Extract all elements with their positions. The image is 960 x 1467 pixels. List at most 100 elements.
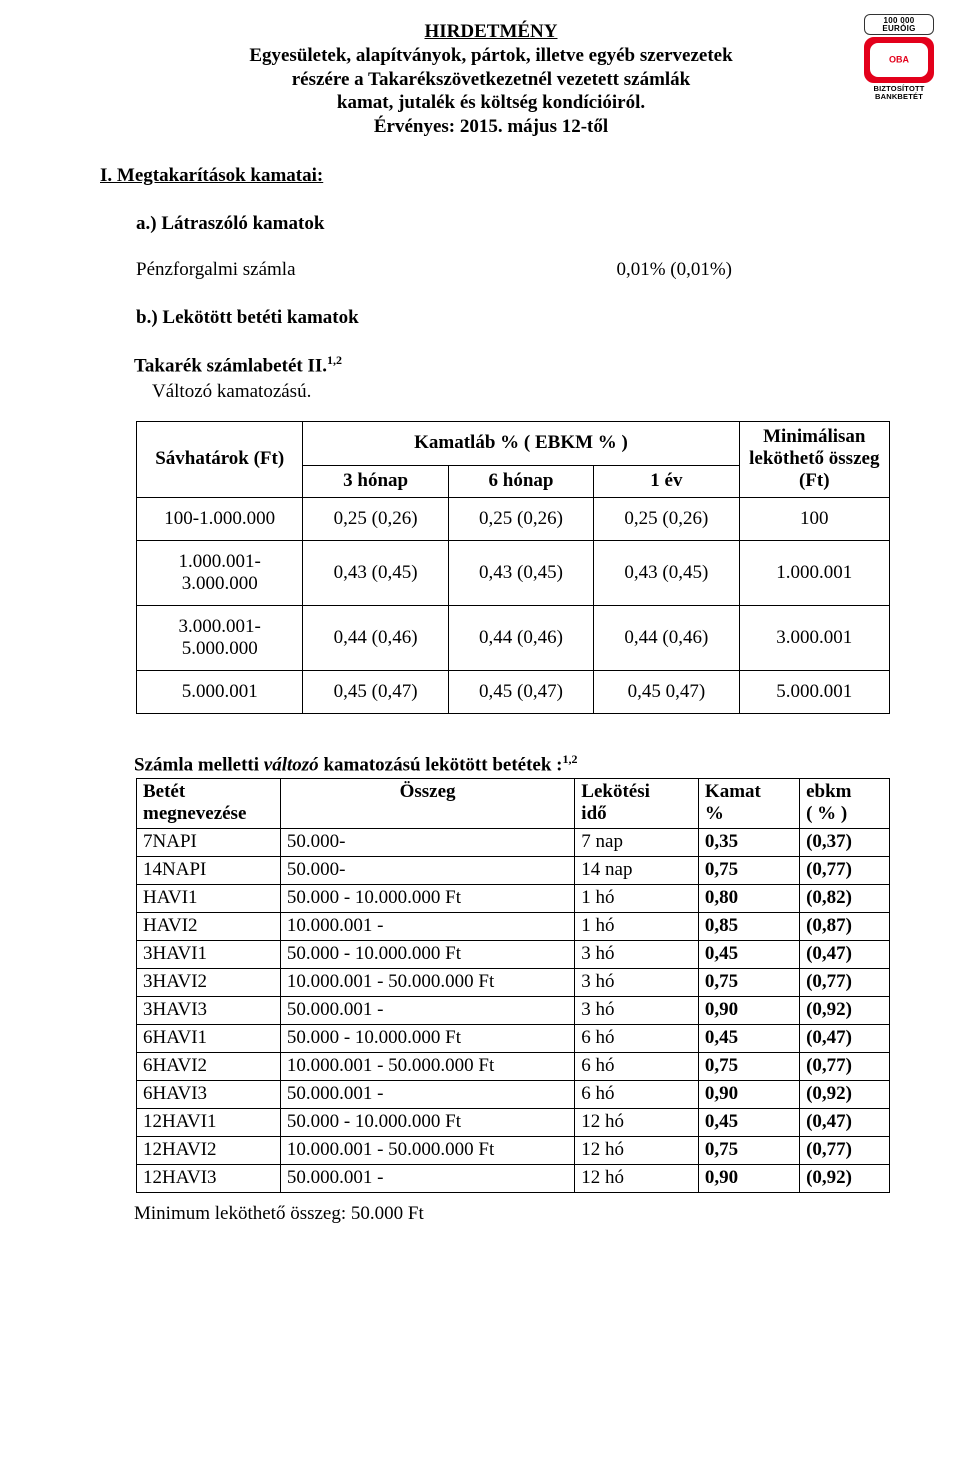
table-row: 100-1.000.0000,25 (0,26)0,25 (0,26)0,25 … bbox=[137, 498, 890, 541]
table-row: 12HAVI150.000 - 10.000.000 Ft12 hó0,45(0… bbox=[137, 1109, 890, 1137]
table-row: 3HAVI150.000 - 10.000.000 Ft3 hó0,45(0,4… bbox=[137, 941, 890, 969]
cell-kamat: 0,45 bbox=[698, 941, 799, 969]
table-row: 5.000.0010,45 (0,47)0,45 (0,47)0,45 0,47… bbox=[137, 671, 890, 714]
title-line2: Egyesületek, alapítványok, pártok, illet… bbox=[249, 45, 732, 66]
penzforgalmi-label: Pénzforgalmi számla bbox=[136, 259, 296, 281]
cell-ebkm: (0,92) bbox=[800, 997, 890, 1025]
table-row: 1.000.001-3.000.0000,43 (0,45)0,43 (0,45… bbox=[137, 541, 890, 606]
t2-head-name-l1: Betét bbox=[143, 781, 185, 802]
table-row: HAVI150.000 - 10.000.000 Ft1 hó0,80(0,82… bbox=[137, 885, 890, 913]
cell-kamat: 0,80 bbox=[698, 885, 799, 913]
logo-middle-text: OBA bbox=[866, 55, 932, 64]
takarek-sup: 1,2 bbox=[327, 353, 342, 367]
section-1b-heading: b.) Lekötött betéti kamatok bbox=[136, 307, 882, 329]
cell-range: 5.000.001 bbox=[137, 671, 303, 714]
cell-betet-name: 7NAPI bbox=[137, 829, 281, 857]
cell-lekotesi-ido: 6 hó bbox=[575, 1081, 699, 1109]
cell-3h: 0,25 (0,26) bbox=[303, 498, 448, 541]
th-3honap: 3 hónap bbox=[303, 465, 448, 497]
cell-6h: 0,25 (0,26) bbox=[448, 498, 593, 541]
table-row: 14NAPI50.000-14 nap0,75(0,77) bbox=[137, 857, 890, 885]
minimum-lekotheto: Minimum leköthető összeg: 50.000 Ft bbox=[134, 1203, 882, 1225]
cell-kamat: 0,45 bbox=[698, 1025, 799, 1053]
cell-kamat: 0,75 bbox=[698, 969, 799, 997]
cell-osszeg: 50.000.001 - bbox=[280, 1081, 574, 1109]
cell-betet-name: 6HAVI3 bbox=[137, 1081, 281, 1109]
cell-betet-name: 14NAPI bbox=[137, 857, 281, 885]
cell-betet-name: HAVI2 bbox=[137, 913, 281, 941]
cell-lekotesi-ido: 12 hó bbox=[575, 1137, 699, 1165]
t2-head-amount: Összeg bbox=[280, 779, 574, 829]
cell-lekotesi-ido: 12 hó bbox=[575, 1165, 699, 1193]
cell-lekotesi-ido: 7 nap bbox=[575, 829, 699, 857]
cell-1e: 0,45 0,47) bbox=[594, 671, 739, 714]
cell-min: 5.000.001 bbox=[739, 671, 889, 714]
cell-lekotesi-ido: 6 hó bbox=[575, 1053, 699, 1081]
table-row: 12HAVI350.000.001 -12 hó0,90(0,92) bbox=[137, 1165, 890, 1193]
cell-range: 100-1.000.000 bbox=[137, 498, 303, 541]
cell-ebkm: (0,77) bbox=[800, 857, 890, 885]
t2-head-ebkm-l2: ( % ) bbox=[806, 803, 847, 824]
cell-6h: 0,45 (0,47) bbox=[448, 671, 593, 714]
cell-range: 3.000.001-5.000.000 bbox=[137, 606, 303, 671]
cell-6h: 0,43 (0,45) bbox=[448, 541, 593, 606]
cell-betet-name: 6HAVI1 bbox=[137, 1025, 281, 1053]
cell-lekotesi-ido: 3 hó bbox=[575, 941, 699, 969]
cell-betet-name: 12HAVI1 bbox=[137, 1109, 281, 1137]
title-line4: kamat, jutalék és költség kondícióiról. bbox=[337, 92, 645, 113]
cell-osszeg: 10.000.001 - 50.000.000 Ft bbox=[280, 1053, 574, 1081]
th-1ev: 1 év bbox=[594, 465, 739, 497]
logo-caption-bottom: BIZTOSÍTOTTBANKBETÉT bbox=[864, 85, 934, 101]
cell-ebkm: (0,92) bbox=[800, 1081, 890, 1109]
section-1-heading: I. Megtakarítások kamatai: bbox=[100, 165, 882, 187]
table-row: 3.000.001-5.000.0000,44 (0,46)0,44 (0,46… bbox=[137, 606, 890, 671]
t2-title-ital: változó bbox=[264, 754, 319, 775]
valtozo-kamatozasu: Változó kamatozású. bbox=[152, 381, 882, 403]
table-row: HAVI210.000.001 -1 hó0,85(0,87) bbox=[137, 913, 890, 941]
cell-betet-name: 12HAVI2 bbox=[137, 1137, 281, 1165]
t2-title-pre: Számla melletti bbox=[134, 754, 264, 775]
t2-head-rate: Kamat % bbox=[698, 779, 799, 829]
cell-osszeg: 50.000.001 - bbox=[280, 1165, 574, 1193]
cell-kamat: 0,35 bbox=[698, 829, 799, 857]
cell-ebkm: (0,87) bbox=[800, 913, 890, 941]
document-title: HIRDETMÉNY Egyesületek, alapítványok, pá… bbox=[161, 20, 821, 139]
cell-ebkm: (0,92) bbox=[800, 1165, 890, 1193]
cell-kamat: 0,75 bbox=[698, 857, 799, 885]
cell-kamat: 0,90 bbox=[698, 1165, 799, 1193]
cell-osszeg: 50.000 - 10.000.000 Ft bbox=[280, 885, 574, 913]
cell-lekotesi-ido: 1 hó bbox=[575, 885, 699, 913]
logo-caption-top: 100 000EURÓIG bbox=[864, 14, 934, 35]
t2-head-time-l2: idő bbox=[581, 803, 606, 824]
cell-min: 1.000.001 bbox=[739, 541, 889, 606]
penzforgalmi-row: Pénzforgalmi számla 0,01% (0,01%) bbox=[136, 259, 882, 281]
oba-logo: 100 000EURÓIG OBA BIZTOSÍTOTTBANKBETÉT bbox=[864, 14, 934, 101]
t2-head-name: Betét megnevezése bbox=[137, 779, 281, 829]
cell-osszeg: 50.000 - 10.000.000 Ft bbox=[280, 941, 574, 969]
t2-title-post: kamatozású lekötött betétek : bbox=[319, 754, 563, 775]
t2-title-sup: 1,2 bbox=[562, 752, 577, 766]
cell-lekotesi-ido: 3 hó bbox=[575, 997, 699, 1025]
t2-head-time-l1: Lekötési bbox=[581, 781, 650, 802]
cell-ebkm: (0,47) bbox=[800, 1025, 890, 1053]
cell-min: 100 bbox=[739, 498, 889, 541]
th-minimalisan: Minimálisan leköthető összeg (Ft) bbox=[739, 422, 889, 498]
cell-betet-name: 3HAVI1 bbox=[137, 941, 281, 969]
t2-head-rate-l2: % bbox=[705, 803, 724, 824]
cell-ebkm: (0,82) bbox=[800, 885, 890, 913]
cell-6h: 0,44 (0,46) bbox=[448, 606, 593, 671]
t2-head-rate-l1: Kamat bbox=[705, 781, 761, 802]
cell-kamat: 0,85 bbox=[698, 913, 799, 941]
cell-lekotesi-ido: 3 hó bbox=[575, 969, 699, 997]
cell-min: 3.000.001 bbox=[739, 606, 889, 671]
takarek-label: Takarék számlabetét II. bbox=[134, 355, 327, 376]
cell-kamat: 0,90 bbox=[698, 1081, 799, 1109]
th-6honap: 6 hónap bbox=[448, 465, 593, 497]
th-kamatlab: Kamatláb % ( EBKM % ) bbox=[303, 422, 739, 466]
title-line1: HIRDETMÉNY bbox=[424, 21, 557, 42]
table-row: 3HAVI210.000.001 - 50.000.000 Ft3 hó0,75… bbox=[137, 969, 890, 997]
cell-osszeg: 50.000- bbox=[280, 829, 574, 857]
cell-ebkm: (0,37) bbox=[800, 829, 890, 857]
cell-betet-name: 6HAVI2 bbox=[137, 1053, 281, 1081]
cell-osszeg: 50.000.001 - bbox=[280, 997, 574, 1025]
